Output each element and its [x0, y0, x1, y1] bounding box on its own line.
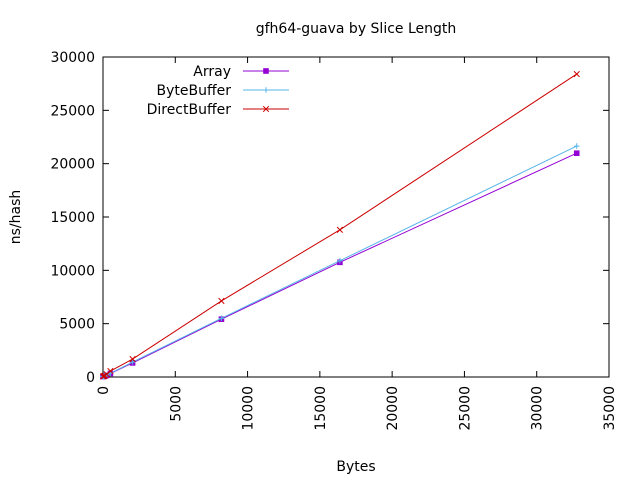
y-tick-label: 5000	[59, 317, 95, 333]
legend-label: DirectBuffer	[147, 102, 232, 118]
y-tick-label: 25000	[50, 103, 95, 119]
x-tick-label: 10000	[241, 386, 257, 431]
legend-label: ByteBuffer	[157, 83, 232, 99]
x-tick-label: 15000	[313, 386, 329, 431]
data-point	[262, 105, 270, 113]
y-axis-label: ns/hash	[8, 190, 24, 245]
y-tick-label: 0	[86, 370, 95, 386]
data-point	[263, 68, 269, 74]
data-point	[129, 359, 136, 365]
axis-ticks: 0 5000 10000 15000 20000 25000 30000 0 5000 10000…	[50, 50, 618, 431]
data-point	[263, 87, 269, 93]
y-tick-label: 30000	[50, 50, 95, 66]
y-tick-label: 15000	[50, 210, 95, 226]
y-tick-label: 10000	[50, 263, 95, 279]
legend: Array ByteBuffer DirectBuffer	[147, 64, 289, 118]
legend-label: Array	[193, 64, 231, 80]
data-point	[218, 297, 225, 305]
x-tick-label: 25000	[457, 386, 473, 431]
chart-title: gfh64-guava by Slice Length	[256, 21, 457, 37]
series-directbuffer	[99, 70, 580, 380]
x-tick-label: 5000	[168, 386, 184, 422]
data-point	[107, 367, 114, 375]
data-point	[337, 257, 343, 264]
data-point	[573, 70, 580, 78]
x-tick-label: 0	[96, 386, 112, 395]
y-tick-label: 20000	[50, 157, 95, 173]
x-axis-label: Bytes	[336, 459, 375, 475]
x-tick-label: 30000	[530, 386, 546, 431]
data-series	[99, 70, 580, 380]
data-point	[573, 143, 580, 149]
data-point	[336, 226, 344, 233]
data-point	[573, 150, 580, 157]
x-tick-label: 35000	[602, 386, 618, 431]
series-line	[102, 73, 577, 377]
data-point	[129, 355, 136, 363]
series-array	[100, 150, 580, 380]
data-point	[218, 315, 225, 322]
x-tick-label: 20000	[385, 386, 401, 431]
